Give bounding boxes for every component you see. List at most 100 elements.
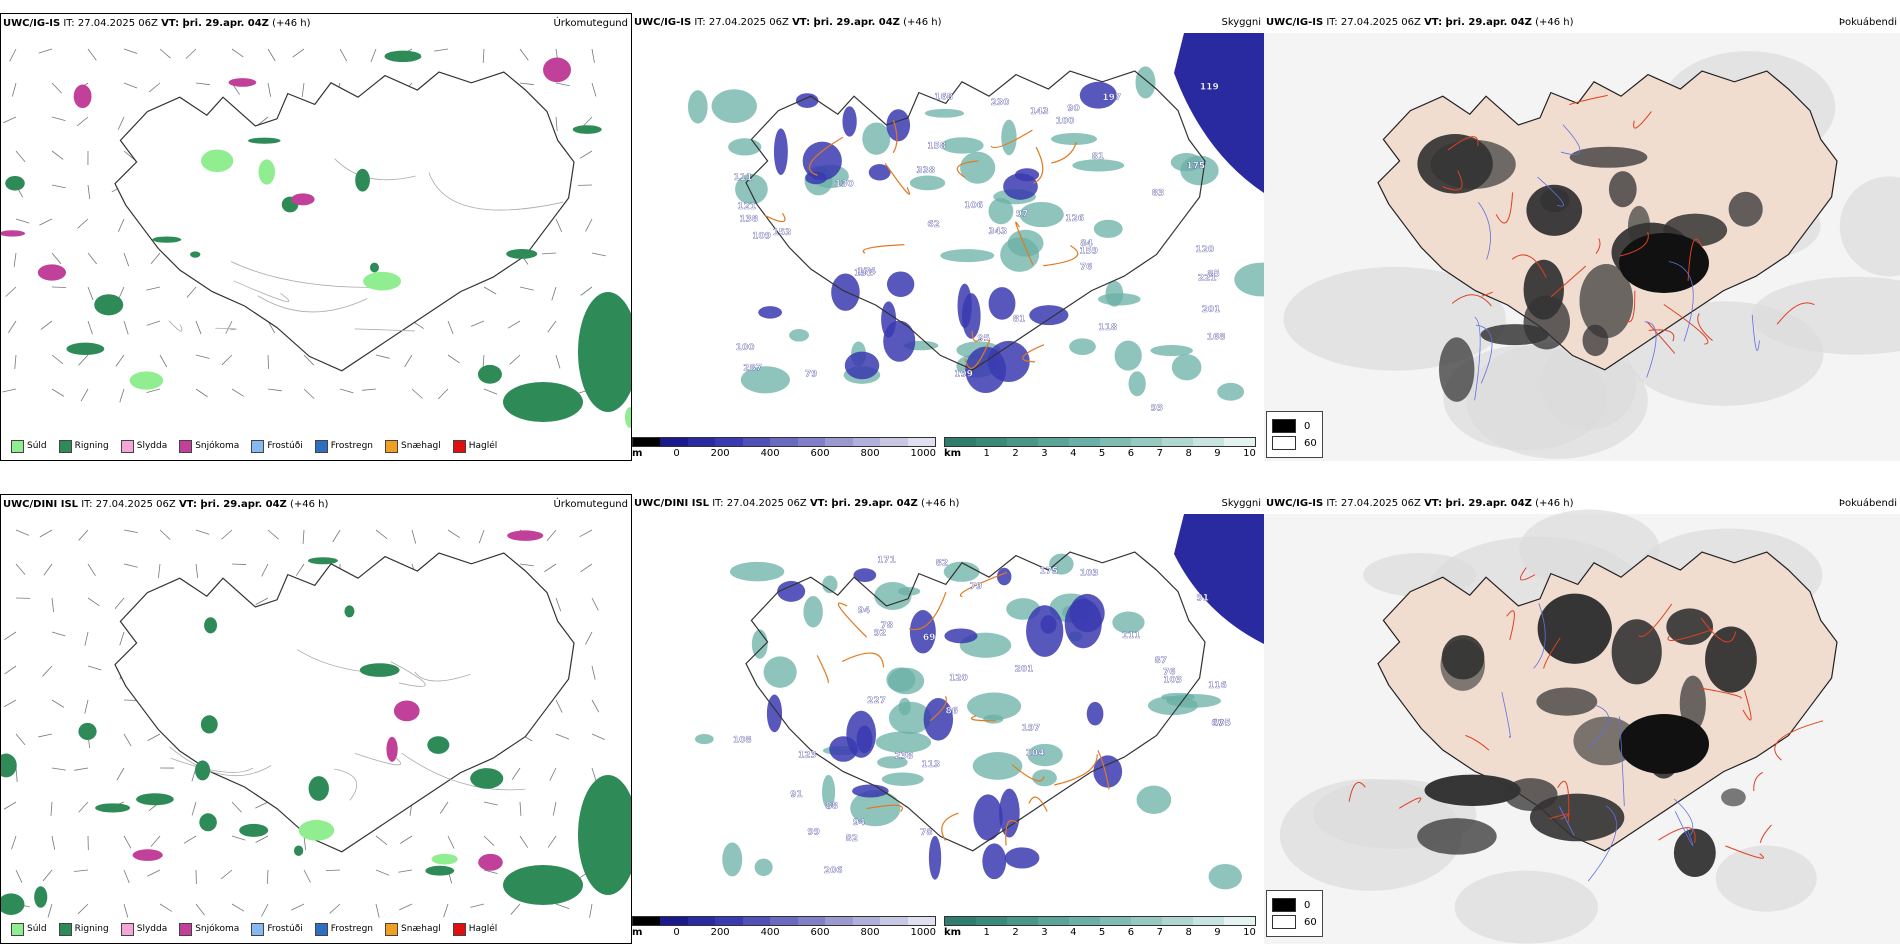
wind-barb: [15, 563, 26, 575]
wind-barb: [301, 82, 305, 97]
precip-area: [477, 364, 502, 384]
wind-barb: [117, 116, 125, 130]
wind-barb: [267, 354, 270, 370]
fog-legend-swatch: [1272, 436, 1296, 450]
wind-barb: [231, 903, 245, 912]
wind-barb: [544, 563, 557, 573]
precip-area: [503, 865, 583, 905]
colorbar-segment: [797, 917, 826, 925]
road: [1569, 94, 1608, 106]
colorbar-segment: [976, 438, 1007, 446]
wind-barb: [51, 184, 66, 189]
colorbar-segment: [1007, 917, 1038, 925]
fog-legend-label: 0: [1304, 899, 1311, 911]
panel-title: UWC/DINI ISL IT: 27.04.2025 06Z VT: þri.…: [634, 498, 960, 509]
visibility-area: [729, 561, 785, 582]
wind-barb: [40, 320, 53, 330]
cloudbase-label: 67: [1211, 719, 1224, 729]
colorbar-segment: [1100, 438, 1131, 446]
cloudbase-area: [842, 106, 857, 137]
cloudbase-label: 143: [1030, 107, 1049, 117]
panel-title: UWC/IG-IS IT: 27.04.2025 06Z VT: þri. 29…: [1266, 17, 1574, 28]
road: [1625, 290, 1636, 323]
wind-barb: [8, 320, 17, 333]
wind-barb: [147, 869, 161, 877]
fog-area: [1579, 264, 1634, 339]
wind-barb: [119, 388, 125, 403]
cloudbase-area: [909, 610, 936, 654]
colorbar-segment: [945, 438, 976, 446]
visibility-area: [1217, 382, 1245, 401]
colorbar-strip: [944, 437, 1256, 447]
iceland-outline: [745, 551, 1206, 852]
wind-barb: [225, 320, 233, 334]
road: [401, 752, 526, 791]
wind-barb: [231, 835, 246, 841]
fog-legend-swatch: [1272, 898, 1296, 912]
precip-area: [204, 617, 218, 634]
legend-swatch: [314, 922, 328, 936]
visibility-area: [875, 731, 932, 754]
fog-area: [1721, 788, 1746, 807]
cloudbase-label: 174: [857, 267, 876, 277]
cloudbase-label: 91: [1197, 593, 1210, 603]
wind-barb: [13, 252, 17, 267]
wind-barb: [114, 597, 125, 609]
precip-area: [34, 886, 48, 908]
wind-barb: [15, 767, 18, 782]
road: [354, 753, 401, 766]
wind-barb: [123, 82, 138, 89]
precip-area: [129, 371, 164, 390]
cloudbase-area: [982, 843, 1007, 880]
colorbar-segment: [715, 917, 743, 925]
wind-barb: [15, 218, 30, 224]
precip-area: [384, 50, 422, 63]
colorbar-segment: [976, 917, 1007, 925]
cloudbase-area: [795, 93, 819, 108]
wind-barb: [51, 699, 65, 708]
cloudbase-label: 287: [743, 364, 762, 374]
colorbar-tick: 5: [1098, 927, 1106, 938]
wind-barb: [78, 801, 89, 813]
colorbar-segment: [1193, 438, 1224, 446]
wind-barb: [87, 252, 98, 265]
colorbar-segment: [880, 917, 908, 925]
wind-barb: [119, 631, 125, 646]
wind-barb: [123, 563, 138, 568]
wind-barb: [84, 699, 89, 714]
colorbar-segment: [660, 438, 688, 446]
wind-barb: [302, 529, 305, 544]
visibility-colorbar: km 1 2 3 4 5 6 7 8 9 10: [944, 437, 1256, 459]
legend-swatch: [179, 439, 193, 453]
cloudbase-label: 81: [1092, 152, 1105, 162]
cloudbase-label: 171: [877, 556, 896, 566]
visibility-area: [909, 175, 946, 191]
road: [971, 330, 984, 342]
wind-barb: [195, 563, 199, 578]
cloudbase-label: 86: [945, 706, 958, 716]
panel-type: Skyggni: [1221, 498, 1261, 509]
cloudbase-area: [1093, 755, 1123, 788]
legend-label: Súld: [27, 924, 47, 934]
road: [1097, 750, 1110, 790]
wind-barb: [146, 388, 161, 394]
road: [1687, 238, 1703, 281]
colorbar-tick: 10: [1243, 448, 1256, 459]
wind-barb: [191, 801, 197, 816]
wind-barb: [159, 903, 173, 912]
river: [1674, 811, 1694, 846]
legend-swatch: [58, 439, 72, 453]
road: [1465, 734, 1490, 751]
precip-area: [291, 193, 315, 206]
cloudbase-label: 175: [1039, 566, 1058, 576]
legend-label: Rigning: [74, 924, 109, 934]
colorbar-segment: [770, 438, 798, 446]
fog-area: [1715, 845, 1817, 912]
wind-barb: [292, 48, 305, 58]
wind-barb: [447, 320, 454, 335]
legend-label: Haglél: [468, 441, 498, 451]
precip-legend: Súld Rigning Slydda Snjókoma Frostúði Frostre…: [7, 438, 502, 454]
colorbar-segment: [1007, 438, 1038, 446]
visibility-area: [898, 697, 911, 716]
fog-area: [1424, 774, 1521, 806]
